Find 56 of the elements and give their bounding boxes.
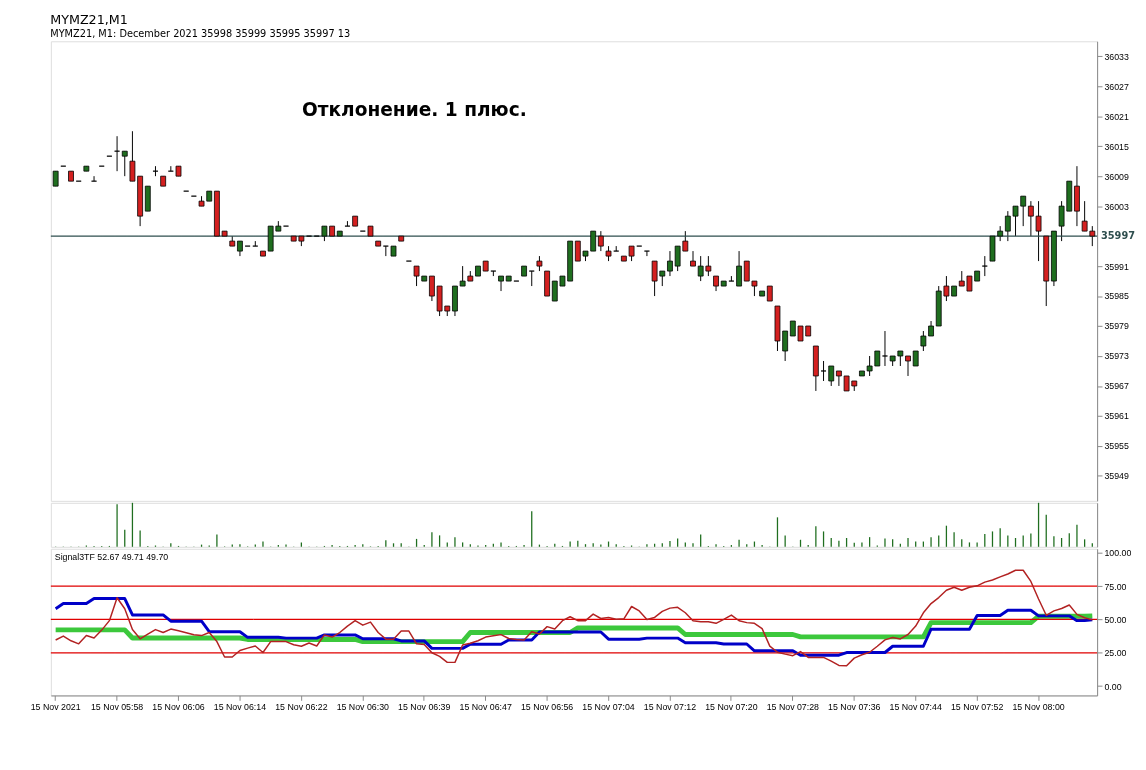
annotation: Отклонение. 1 плюс. bbox=[301, 98, 527, 120]
candlestick bbox=[644, 250, 650, 257]
candlestick bbox=[981, 255, 988, 277]
x-tick-label: 15 Nov 07:28 bbox=[766, 701, 820, 712]
y-tick-label: 36015 bbox=[1104, 141, 1130, 152]
candlestick bbox=[905, 355, 911, 377]
y-tick-label: 36033 bbox=[1104, 51, 1130, 62]
x-tick-label: 15 Nov 2021 bbox=[30, 701, 81, 712]
x-tick-label: 15 Nov 06:06 bbox=[152, 701, 205, 712]
y-tick-label: 0.00 bbox=[1104, 681, 1122, 692]
chart-title: Signal3TF 52.67 49.71 49.70 bbox=[54, 551, 169, 562]
y-tick-label: 36027 bbox=[1104, 81, 1130, 92]
y-tick-label: 36021 bbox=[1104, 111, 1130, 122]
x-tick-label: 15 Nov 07:04 bbox=[582, 701, 635, 712]
y-tick-label: 35967 bbox=[1104, 381, 1130, 392]
x-tick-label: 15 Nov 06:30 bbox=[336, 701, 390, 712]
y-tick-label: 36003 bbox=[1104, 201, 1130, 212]
candlestick bbox=[736, 250, 742, 287]
candlestick bbox=[382, 245, 389, 257]
y-tick-label: 36009 bbox=[1104, 171, 1130, 182]
candlestick bbox=[121, 150, 128, 177]
x-tick-label: 15 Nov 06:14 bbox=[213, 701, 267, 712]
x-tick-label: 15 Nov 07:52 bbox=[950, 701, 1004, 712]
chart-subtitle: MYMZ21, M1: December 2021 35998 35999 35995 35997 13 bbox=[50, 28, 351, 40]
y-tick-label: 35961 bbox=[1104, 411, 1130, 422]
y-tick-label: 35973 bbox=[1104, 351, 1130, 362]
x-tick-label: 15 Nov 05:58 bbox=[90, 701, 144, 712]
x-tick-label: 15 Nov 06:22 bbox=[275, 701, 328, 712]
y-tick-label: 25.00 bbox=[1104, 648, 1127, 659]
y-tick-label: 35955 bbox=[1104, 441, 1130, 452]
x-tick-label: 15 Nov 06:39 bbox=[398, 701, 451, 712]
x-tick-label: 15 Nov 07:20 bbox=[705, 701, 758, 712]
y-tick-label: 50.00 bbox=[1104, 614, 1127, 625]
line-series bbox=[54, 597, 1094, 657]
candlestick bbox=[828, 365, 835, 387]
x-tick-label: 15 Nov 07:12 bbox=[643, 701, 697, 712]
chart-title: MYMZ21,M1 bbox=[50, 11, 128, 27]
candlestick bbox=[498, 275, 504, 292]
y-tick-label: 35991 bbox=[1104, 261, 1130, 272]
x-tick-label: 15 Nov 08:00 bbox=[1012, 701, 1065, 712]
ref-line-label: 35997 bbox=[1101, 230, 1136, 242]
candlestick bbox=[820, 360, 827, 382]
y-tick-label: 35979 bbox=[1104, 321, 1130, 332]
x-tick-label: 15 Nov 07:36 bbox=[828, 701, 881, 712]
y-tick-label: 35985 bbox=[1104, 291, 1130, 302]
x-tick-label: 15 Nov 07:44 bbox=[889, 701, 942, 712]
candlestick bbox=[882, 330, 888, 367]
candlestick bbox=[528, 270, 535, 287]
x-tick-label: 15 Nov 06:47 bbox=[459, 701, 512, 712]
y-tick-label: 35949 bbox=[1104, 471, 1130, 482]
candlestick bbox=[690, 250, 696, 267]
candlestick bbox=[597, 230, 604, 252]
line-series bbox=[54, 569, 1094, 667]
y-tick-label: 100.00 bbox=[1104, 548, 1132, 559]
y-tick-label: 75.00 bbox=[1104, 581, 1127, 592]
x-tick-label: 15 Nov 06:56 bbox=[520, 701, 574, 712]
